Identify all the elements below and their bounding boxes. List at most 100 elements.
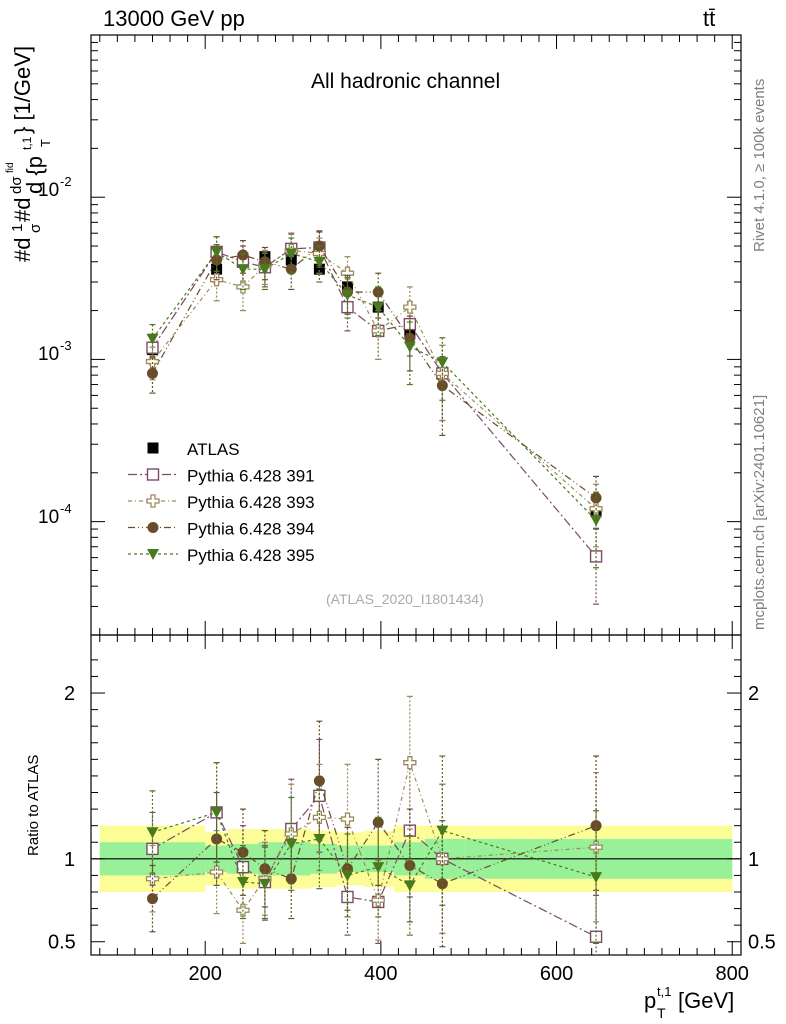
main-ytick-label-1e-2: 10 -2 bbox=[38, 174, 72, 201]
ratio-point bbox=[146, 827, 159, 839]
ratio-y-axis-label: Ratio to ATLAS bbox=[25, 755, 42, 856]
legend-marker bbox=[147, 442, 159, 454]
ratio-axis-ticks bbox=[91, 635, 741, 955]
data-point bbox=[340, 266, 355, 280]
legend-label: ATLAS bbox=[187, 440, 240, 459]
ratio-point bbox=[590, 820, 602, 832]
ratio-point bbox=[258, 878, 271, 890]
ratio-point bbox=[590, 872, 603, 884]
legend-marker bbox=[146, 468, 160, 481]
ratio-point bbox=[372, 862, 385, 874]
svg-text:-2: -2 bbox=[60, 174, 72, 189]
main-ytick-label-1e-3: 10 -3 bbox=[38, 338, 72, 365]
data-point bbox=[258, 264, 271, 276]
legend: ATLAS Pythia 6.428 391 Pythia 6.428 393 Pyt… bbox=[128, 440, 315, 565]
svg-text:T: T bbox=[657, 1005, 666, 1021]
rivet-version-label: Rivet 4.1.0, ≥ 100k events bbox=[751, 79, 768, 252]
data-point bbox=[341, 289, 354, 301]
data-point bbox=[146, 333, 159, 345]
ratio-xtick-label: 800 bbox=[716, 963, 749, 985]
ratio-ytick-label-right: 0.5 bbox=[748, 932, 776, 954]
data-point bbox=[590, 515, 603, 527]
data-point bbox=[211, 254, 223, 266]
ratio-series-pythia-6-428-395 bbox=[146, 755, 603, 944]
ratio-point bbox=[313, 775, 325, 787]
svg-text:t,1: t,1 bbox=[657, 984, 671, 999]
ratio-ytick-label: 0.5 bbox=[48, 932, 76, 954]
ratio-plot-frame bbox=[90, 634, 742, 956]
analysis-label: (ATLAS_2020_I1801434) bbox=[326, 591, 484, 607]
series-line bbox=[151, 245, 597, 499]
svg-text:10: 10 bbox=[38, 180, 59, 201]
series-line bbox=[152, 251, 597, 521]
legend-label: Pythia 6.428 391 bbox=[187, 467, 315, 486]
ratio-point bbox=[237, 846, 249, 858]
ratio-point bbox=[285, 838, 298, 850]
svg-text:10: 10 bbox=[38, 507, 59, 528]
legend-marker bbox=[147, 522, 159, 533]
ratio-ytick-label: 1 bbox=[64, 849, 75, 871]
ratio-ytick-label-right: 1 bbox=[748, 849, 759, 871]
main-title: All hadronic channel bbox=[311, 70, 500, 93]
legend-label: Pythia 6.428 395 bbox=[187, 546, 315, 565]
ratio-series-line bbox=[152, 811, 597, 887]
ylabel-frac-den: σ bbox=[27, 223, 44, 233]
ratio-data-layer bbox=[145, 695, 603, 955]
ratio-point bbox=[146, 893, 158, 905]
svg-text:10: 10 bbox=[38, 344, 59, 365]
ratio-point bbox=[436, 825, 449, 837]
svg-text:-3: -3 bbox=[60, 338, 72, 353]
ylabel-d-p: d {p bbox=[22, 156, 47, 194]
ratio-point bbox=[236, 877, 249, 889]
ratio-point bbox=[313, 789, 326, 803]
legend-marker bbox=[147, 549, 159, 560]
data-point bbox=[313, 256, 326, 268]
main-plot-frame bbox=[90, 34, 742, 636]
data-point bbox=[403, 300, 417, 314]
legend-label: Pythia 6.428 393 bbox=[187, 493, 315, 512]
mcplots-label: mcplots.cern.ch [arXiv:2401.10621] bbox=[751, 395, 768, 630]
svg-text:#d: #d bbox=[10, 238, 35, 262]
ylabel-fid: fid bbox=[5, 162, 16, 173]
data-point bbox=[371, 324, 385, 338]
ratio-point bbox=[340, 812, 355, 826]
ratio-point bbox=[435, 852, 450, 866]
ylabel-sup-t1: t,1 bbox=[20, 136, 34, 150]
ylabel-prefix: #d bbox=[10, 238, 35, 262]
ylabel-sub-t: T bbox=[38, 139, 53, 147]
legend-marker bbox=[146, 494, 160, 508]
x-axis-label: p T t,1 [GeV] bbox=[644, 984, 734, 1021]
ratio-series-pythia-6-428-394 bbox=[146, 720, 602, 948]
data-point bbox=[285, 263, 297, 275]
ratio-point bbox=[341, 870, 354, 882]
ratio-point bbox=[436, 878, 448, 890]
ratio-xtick-label: 400 bbox=[364, 963, 397, 985]
main-data-layer bbox=[145, 230, 603, 605]
ratio-ytick-label: 2 bbox=[64, 683, 75, 705]
ratio-xtick-label: 600 bbox=[540, 963, 573, 985]
ylabel-frac-num: 1 bbox=[9, 224, 26, 232]
data-point bbox=[436, 380, 448, 392]
ratio-ytick-label-right: 2 bbox=[748, 683, 759, 705]
header-process: tt̄ bbox=[703, 6, 715, 31]
series-pythia-6-428-395 bbox=[146, 236, 603, 569]
ylabel-dsigma: dσ bbox=[8, 176, 25, 194]
legend-label: Pythia 6.428 394 bbox=[187, 520, 315, 539]
data-point bbox=[285, 248, 298, 260]
data-point bbox=[313, 263, 325, 275]
svg-text:-4: -4 bbox=[60, 501, 72, 516]
data-point bbox=[236, 264, 249, 276]
ratio-point bbox=[403, 756, 417, 770]
data-point bbox=[372, 302, 385, 314]
data-point bbox=[145, 354, 160, 369]
ylabel-mid: #d bbox=[10, 198, 35, 222]
ratio-tick-labels: 0.5 0.5 1 1 2 2 200 400 600 800 bbox=[48, 683, 776, 985]
data-point bbox=[436, 357, 449, 369]
data-point bbox=[403, 341, 416, 353]
data-point bbox=[146, 367, 158, 379]
ratio-xtick-label: 200 bbox=[189, 963, 222, 985]
ratio-point bbox=[403, 880, 416, 892]
main-ytick-label-1e-4: 10 -4 bbox=[38, 501, 72, 528]
ratio-point bbox=[210, 807, 223, 819]
ylabel-unit: } [1/GeV] bbox=[10, 46, 35, 134]
